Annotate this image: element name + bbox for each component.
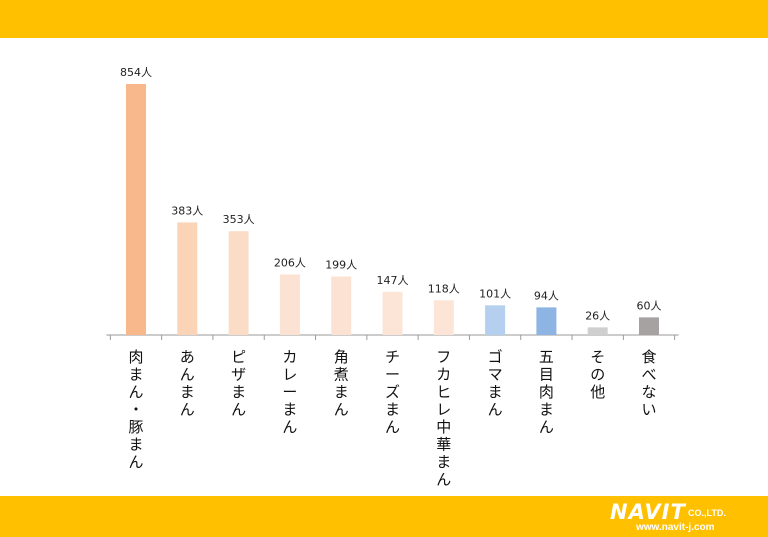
category-label-9: 五目肉まん — [539, 348, 554, 436]
data-label-6: 147人 — [377, 274, 409, 287]
data-label-2: 383人 — [171, 204, 203, 217]
data-label-4: 206人 — [274, 256, 306, 269]
logo-company-suffix: CO.,LTD. — [688, 508, 726, 518]
category-label-7: フカヒレ中華まん — [436, 348, 451, 489]
category-label-11: 食べない — [641, 348, 656, 419]
bottom-banner — [0, 496, 768, 537]
bar-2 — [177, 222, 198, 335]
top-banner — [0, 0, 768, 38]
bar-3 — [228, 231, 249, 335]
data-label-1: 854人 — [120, 66, 152, 79]
data-label-8: 101人 — [479, 287, 511, 300]
logo-brand-text: NAVIT — [610, 500, 686, 524]
bar-1 — [126, 84, 146, 335]
category-label-4: カレーまん — [282, 348, 297, 436]
data-label-5: 199人 — [325, 259, 357, 272]
category-label-3: ピザまん — [231, 348, 246, 419]
category-label-10: その他 — [590, 348, 605, 401]
bar-10 — [587, 327, 608, 335]
bar-6 — [382, 291, 403, 335]
navit-logo: NAVIT CO.,LTD. www.navit-j.com — [608, 500, 758, 534]
data-label-11: 60人 — [637, 299, 662, 312]
bar-7 — [433, 300, 454, 335]
data-label-9: 94人 — [534, 289, 559, 302]
logo-url: www.navit-j.com — [636, 522, 715, 533]
data-label-7: 118人 — [428, 282, 460, 295]
bar-9 — [536, 307, 557, 335]
data-label-3: 353人 — [223, 213, 255, 226]
bar-5 — [331, 276, 352, 335]
category-label-6: チーズまん — [385, 348, 400, 436]
bar-8 — [485, 305, 506, 335]
bar-4 — [279, 274, 300, 335]
category-label-2: あんまん — [180, 348, 195, 419]
category-label-5: 角煮まん — [334, 348, 349, 419]
data-label-10: 26人 — [585, 309, 610, 322]
bar-11 — [639, 317, 659, 335]
category-label-1: 肉まん・豚まん — [128, 348, 143, 471]
category-label-8: ゴマまん — [488, 348, 503, 419]
